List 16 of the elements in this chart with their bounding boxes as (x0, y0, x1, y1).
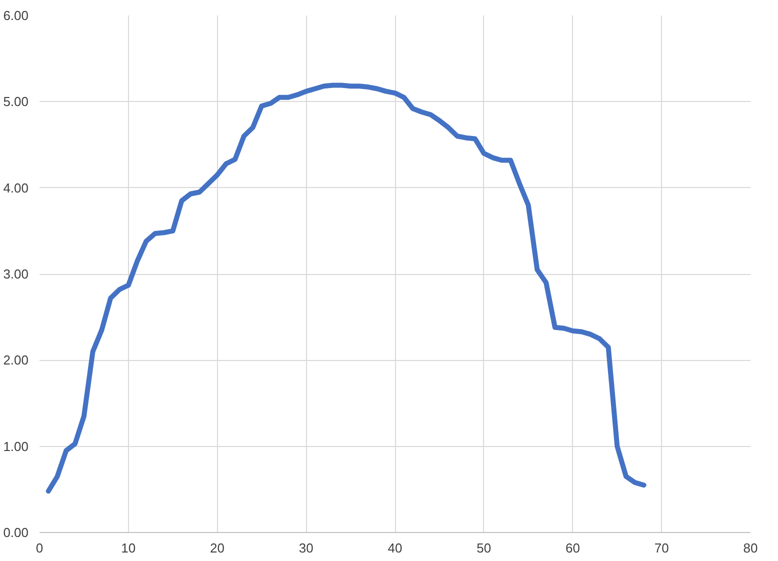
x-tick-label: 30 (298, 540, 314, 556)
y-tick-label: 3.00 (3, 266, 29, 282)
y-tick-label: 2.00 (3, 352, 29, 368)
x-tick-label: 50 (476, 540, 492, 556)
x-tick-label: 80 (743, 540, 758, 556)
y-tick-label: 0.00 (3, 525, 29, 540)
x-tick-label: 40 (388, 540, 402, 556)
x-tick-label: 70 (654, 540, 669, 556)
y-tick-label: 4.00 (3, 180, 29, 196)
y-tick-label: 5.00 (3, 94, 29, 110)
x-tick-label: 10 (121, 540, 136, 556)
x-tick-label: 0 (36, 540, 44, 556)
y-tick-label: 1.00 (3, 438, 29, 454)
x-tick-label: 20 (210, 540, 224, 556)
x-tick-label: 60 (566, 540, 580, 556)
y-tick-label: 6.00 (3, 8, 29, 23)
